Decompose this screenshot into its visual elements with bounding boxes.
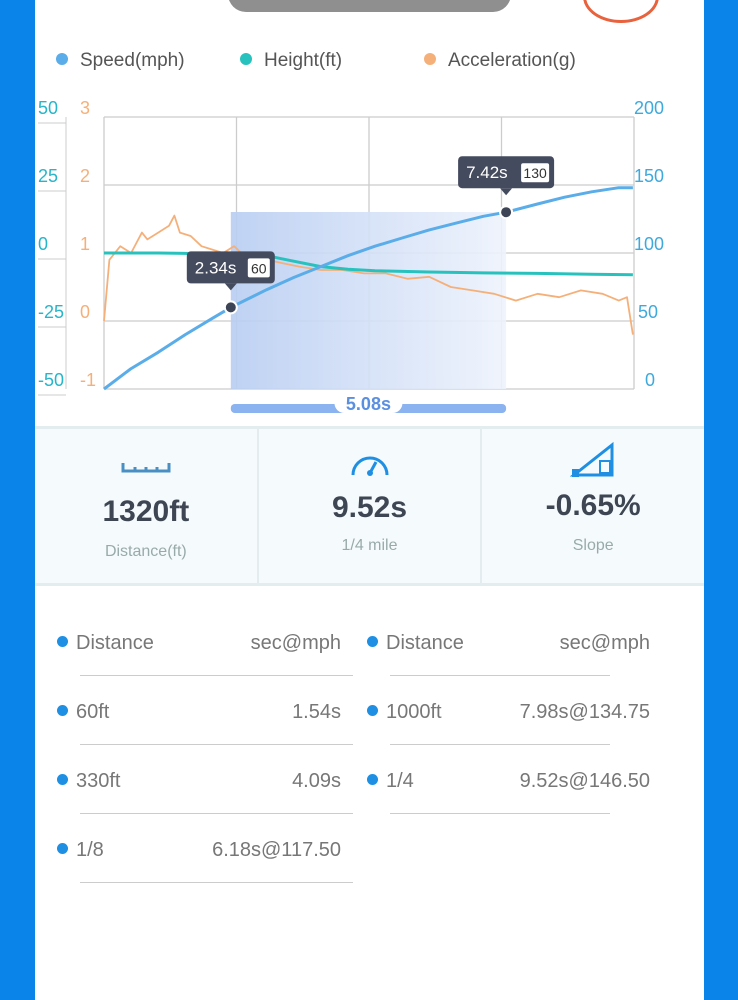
row-name: Distance xyxy=(386,632,464,654)
speedometer-icon xyxy=(259,445,481,489)
row-divider xyxy=(80,882,353,883)
bullet-icon xyxy=(367,774,378,785)
selection-label-bg xyxy=(334,393,403,413)
legend-label: Speed(mph) xyxy=(80,50,185,71)
bullet-icon xyxy=(57,705,68,716)
legend-dot-icon xyxy=(424,53,436,65)
legend-speed[interactable]: Speed(mph) xyxy=(56,50,185,72)
stat-slope: -0.65% Slope xyxy=(482,429,704,583)
stat-value: 9.52s xyxy=(331,491,408,524)
legend-label: Acceleration(g) xyxy=(448,50,576,71)
row-divider xyxy=(80,744,353,745)
stats-panel: 1320ft Distance(ft) 9.52s 1/4 mile -0.65… xyxy=(35,426,704,586)
bullet-icon xyxy=(367,705,378,716)
row-name: 1000ft xyxy=(386,701,442,723)
bullet-icon xyxy=(57,774,68,785)
row-divider xyxy=(390,675,610,676)
legend-height[interactable]: Height(ft) xyxy=(240,50,342,72)
run-chart[interactable]: 5.08s 50 25 0 -25 -50 3 2 1 0 -1 200 150 100 50 0 2.34s 6… xyxy=(0,0,738,425)
row-name: 1/8 xyxy=(76,839,104,861)
stat-distance: 1320ft Distance(ft) xyxy=(35,429,259,583)
acceleration-line xyxy=(103,214,634,335)
row-name: 330ft xyxy=(76,770,121,792)
height-axis-tick-label: -50 xyxy=(38,370,64,390)
tooltip-arrow xyxy=(224,283,237,291)
accel-axis-tick-label: 3 xyxy=(80,98,90,118)
speed-axis-tick-label: 50 xyxy=(638,302,658,322)
accel-axis-tick-label: 0 xyxy=(80,302,90,322)
row-value: 9.52s@146.50 xyxy=(519,770,650,792)
row-value: sec@mph xyxy=(559,632,650,654)
accel-axis-tick-label: 2 xyxy=(80,166,90,186)
stat-quarter-mile: 9.52s 1/4 mile xyxy=(259,429,483,583)
row-name: 1/4 xyxy=(386,770,414,792)
tooltip-speed-badge xyxy=(247,258,270,278)
row-value: 7.98s@134.75 xyxy=(519,701,650,723)
speed-axis-tick-label: 200 xyxy=(634,98,664,118)
height-axis-tick-label: -25 xyxy=(38,302,64,322)
table-row: Distance sec@mph xyxy=(57,632,341,655)
row-value: 6.18s@117.50 xyxy=(212,839,341,861)
table-row: 1/8 6.18s@117.50 xyxy=(57,839,341,862)
table-row: Distance sec@mph xyxy=(367,632,650,655)
table-row: 1000ft 7.98s@134.75 xyxy=(367,701,650,724)
accel-axis-tick-label: -1 xyxy=(80,370,96,390)
table-row: 1/4 9.52s@146.50 xyxy=(367,770,650,793)
height-axis-tick-label: 25 xyxy=(38,166,58,186)
marker-point[interactable] xyxy=(223,300,238,315)
row-value: 4.09s xyxy=(292,770,341,792)
tooltip-time: 2.34s xyxy=(195,258,237,277)
legend-dot-icon xyxy=(56,53,68,65)
selection-duration-label: 5.08s xyxy=(346,394,391,414)
bullet-icon xyxy=(57,636,68,647)
row-divider xyxy=(80,813,353,814)
top-toolbar[interactable] xyxy=(228,0,511,12)
legend-label: Height(ft) xyxy=(264,50,343,71)
speed-axis-tick-label: 150 xyxy=(634,166,664,186)
bullet-icon xyxy=(367,636,378,647)
tooltip-speed-badge xyxy=(521,163,550,183)
stat-value: -0.65% xyxy=(545,489,641,522)
tooltip-arrow xyxy=(500,188,513,196)
tooltip-speed: 130 xyxy=(523,165,547,181)
ruler-icon xyxy=(35,447,257,491)
bullet-icon xyxy=(57,843,68,854)
slope-icon xyxy=(482,441,704,485)
table-row: 60ft 1.54s xyxy=(57,701,341,724)
legend-dot-icon xyxy=(240,53,252,65)
stat-label: 1/4 mile xyxy=(341,537,398,554)
tooltip-time: 7.42s xyxy=(466,163,508,182)
stat-label: Slope xyxy=(572,537,614,554)
selection-range[interactable] xyxy=(230,212,507,389)
height-axis-tick-label: 50 xyxy=(38,98,58,118)
row-name: Distance xyxy=(76,632,154,654)
speed-line xyxy=(103,186,633,391)
row-divider xyxy=(390,813,610,814)
row-value: 1.54s xyxy=(292,701,341,723)
speed-axis-tick-label: 0 xyxy=(645,370,655,390)
stat-value: 1320ft xyxy=(102,495,190,528)
speed-axis-tick-label: 100 xyxy=(634,234,664,254)
height-axis-tick-label: 0 xyxy=(38,234,48,254)
row-divider xyxy=(390,744,610,745)
marker-point[interactable] xyxy=(499,205,514,220)
row-name: 60ft xyxy=(76,701,110,723)
stat-label: Distance(ft) xyxy=(104,543,187,560)
row-value: sec@mph xyxy=(250,632,341,654)
table-row: 330ft 4.09s xyxy=(57,770,341,793)
legend-acceleration[interactable]: Acceleration(g) xyxy=(424,50,576,72)
accel-axis-tick-label: 1 xyxy=(80,234,90,254)
tooltip-speed: 60 xyxy=(251,260,267,276)
row-divider xyxy=(80,675,353,676)
